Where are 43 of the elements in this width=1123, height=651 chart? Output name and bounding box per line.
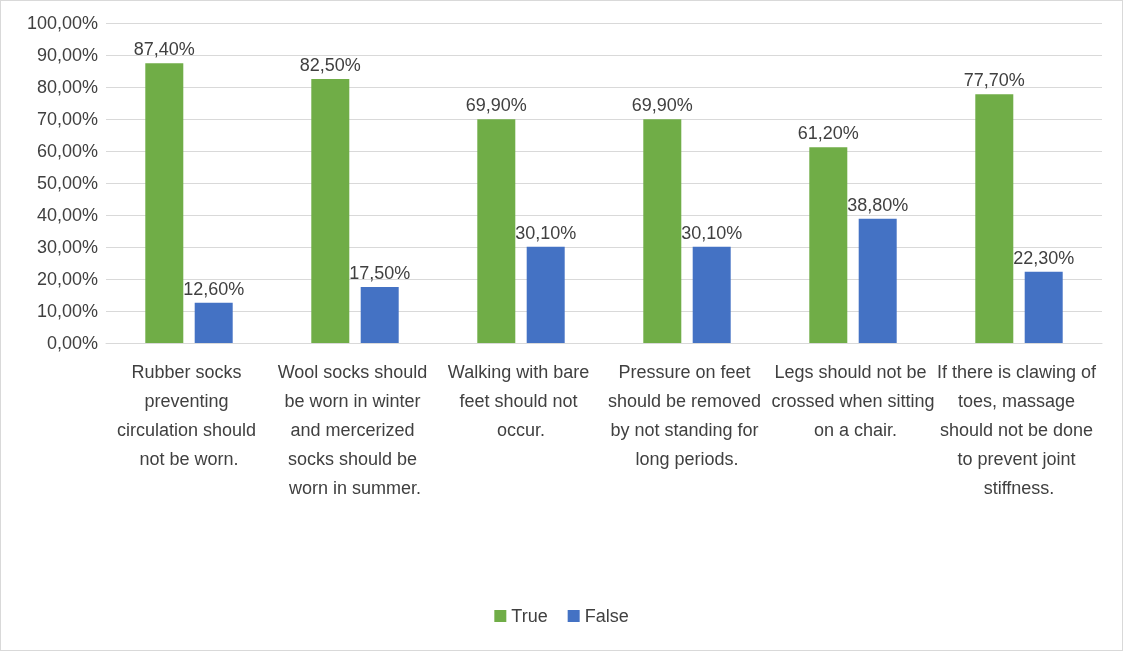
y-tick-label: 0,00% [46, 333, 98, 353]
bar [194, 302, 233, 343]
data-label: 77,70% [963, 70, 1025, 91]
bar [526, 246, 565, 343]
data-label: 69,90% [465, 95, 527, 116]
bar [145, 63, 184, 343]
x-tick-label: Pressure on feet should be removed by not standing for long periods. [607, 361, 767, 469]
y-tick-label: 100,00% [26, 13, 98, 33]
y-tick-label: 30,00% [36, 237, 98, 257]
data-label: 61,20% [797, 123, 859, 144]
bar [975, 94, 1014, 343]
data-label: 69,90% [631, 95, 693, 116]
data-label: 87,40% [133, 39, 195, 60]
legend-label: True [511, 606, 548, 626]
y-tick-label: 10,00% [36, 301, 98, 321]
bar [477, 119, 516, 343]
x-tick-label: Walking with bare feet should not occur. [447, 361, 595, 440]
bar [311, 79, 350, 343]
data-label: 12,60% [183, 278, 245, 299]
bar [692, 246, 731, 343]
data-label: 22,30% [1013, 247, 1075, 268]
data-label: 17,50% [349, 263, 411, 283]
bar [643, 119, 682, 343]
y-tick-label: 80,00% [36, 77, 98, 97]
y-tick-label: 20,00% [36, 269, 98, 289]
data-label: 30,10% [681, 222, 743, 243]
x-tick-label: Rubber socks preventing circulation should not be worn. [116, 361, 262, 469]
data-label: 38,80% [847, 194, 909, 215]
data-label: 82,50% [299, 55, 361, 75]
bar [360, 287, 399, 343]
legend-label: False [584, 606, 629, 626]
bar [858, 218, 897, 343]
x-tick-label: Legs should not be crossed when sitting on a chair. [771, 361, 935, 440]
bar [809, 147, 848, 343]
y-tick-label: 90,00% [36, 45, 98, 65]
y-tick-label: 60,00% [36, 141, 98, 161]
y-tick-label: 70,00% [36, 109, 98, 129]
x-tick-label: Wool socks should be worn in winter and mercerized socks should be worn in summer. [277, 361, 433, 498]
bar [1024, 271, 1063, 343]
x-tick-label: If there is clawing of toes, massage should not be done to prevent joint stiffness. [936, 361, 1102, 498]
y-tick-label: 50,00% [36, 173, 98, 193]
y-tick-label: 40,00% [36, 205, 98, 225]
data-label: 30,10% [515, 222, 577, 243]
